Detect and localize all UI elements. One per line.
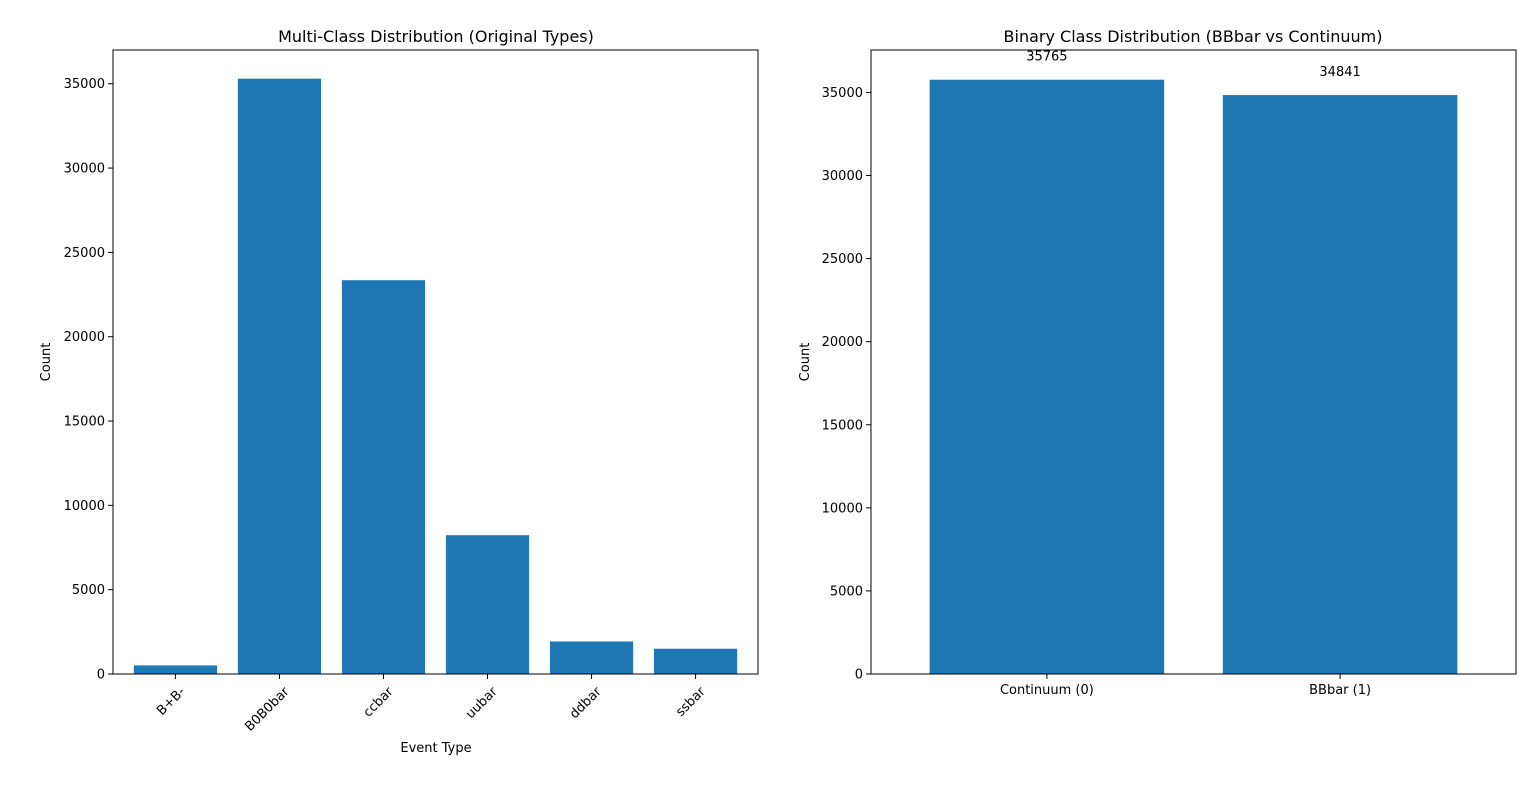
y-tick-label: 0: [97, 668, 105, 683]
y-tick-label: 0: [855, 668, 863, 683]
y-tick-label: 10000: [64, 499, 105, 514]
bar: [341, 280, 426, 674]
bar-group: [133, 78, 738, 674]
y-tick-label: 5000: [72, 583, 105, 598]
bar: [237, 78, 322, 674]
bar: [445, 535, 530, 674]
chart-title: Binary Class Distribution (BBbar vs Cont…: [1004, 27, 1383, 46]
data-label: 35765: [1026, 50, 1067, 65]
y-tick-label: 30000: [64, 162, 105, 177]
bar-group: [929, 79, 1458, 675]
bar: [653, 648, 738, 674]
bar: [1222, 95, 1458, 675]
bar: [133, 665, 218, 674]
y-axis-ticks: 0 5000 10000 15000 20000 25000 30000 35000: [822, 86, 871, 683]
y-tick-label: 5000: [830, 584, 863, 599]
bar: [929, 79, 1165, 674]
y-tick-label: 25000: [822, 252, 863, 267]
bar: [549, 641, 634, 674]
y-axis-ticks: 0 5000 10000 15000 20000 25000 30000 35000: [64, 77, 113, 683]
x-axis-label: Event Type: [400, 741, 471, 756]
plot-frame: [870, 49, 1517, 675]
y-tick-label: 35000: [822, 86, 863, 101]
y-tick-label: 15000: [822, 418, 863, 433]
chart-title: Multi-Class Distribution (Original Types…: [278, 27, 594, 46]
y-tick-label: 25000: [64, 246, 105, 261]
y-tick-label: 20000: [64, 330, 105, 345]
y-tick-label: 35000: [64, 77, 105, 92]
y-axis-label: Count: [39, 343, 54, 382]
chart-binary: Binary Class Distribution (BBbar vs Cont…: [798, 27, 1517, 698]
x-tick-label: Continuum (0): [1000, 683, 1094, 698]
y-tick-label: 30000: [822, 169, 863, 184]
chart-multiclass: Multi-Class Distribution (Original Types…: [39, 27, 759, 756]
y-tick-label: 15000: [64, 415, 105, 430]
x-axis-ticks: Continuum (0) BBbar (1): [1000, 674, 1371, 698]
data-labels: 35765 34841: [1026, 50, 1361, 80]
y-tick-label: 10000: [822, 501, 863, 516]
plot-frame: [112, 49, 759, 675]
y-tick-label: 20000: [822, 335, 863, 350]
y-axis-label: Count: [798, 343, 813, 382]
x-tick-label: BBbar (1): [1309, 683, 1371, 698]
data-label: 34841: [1319, 65, 1360, 80]
